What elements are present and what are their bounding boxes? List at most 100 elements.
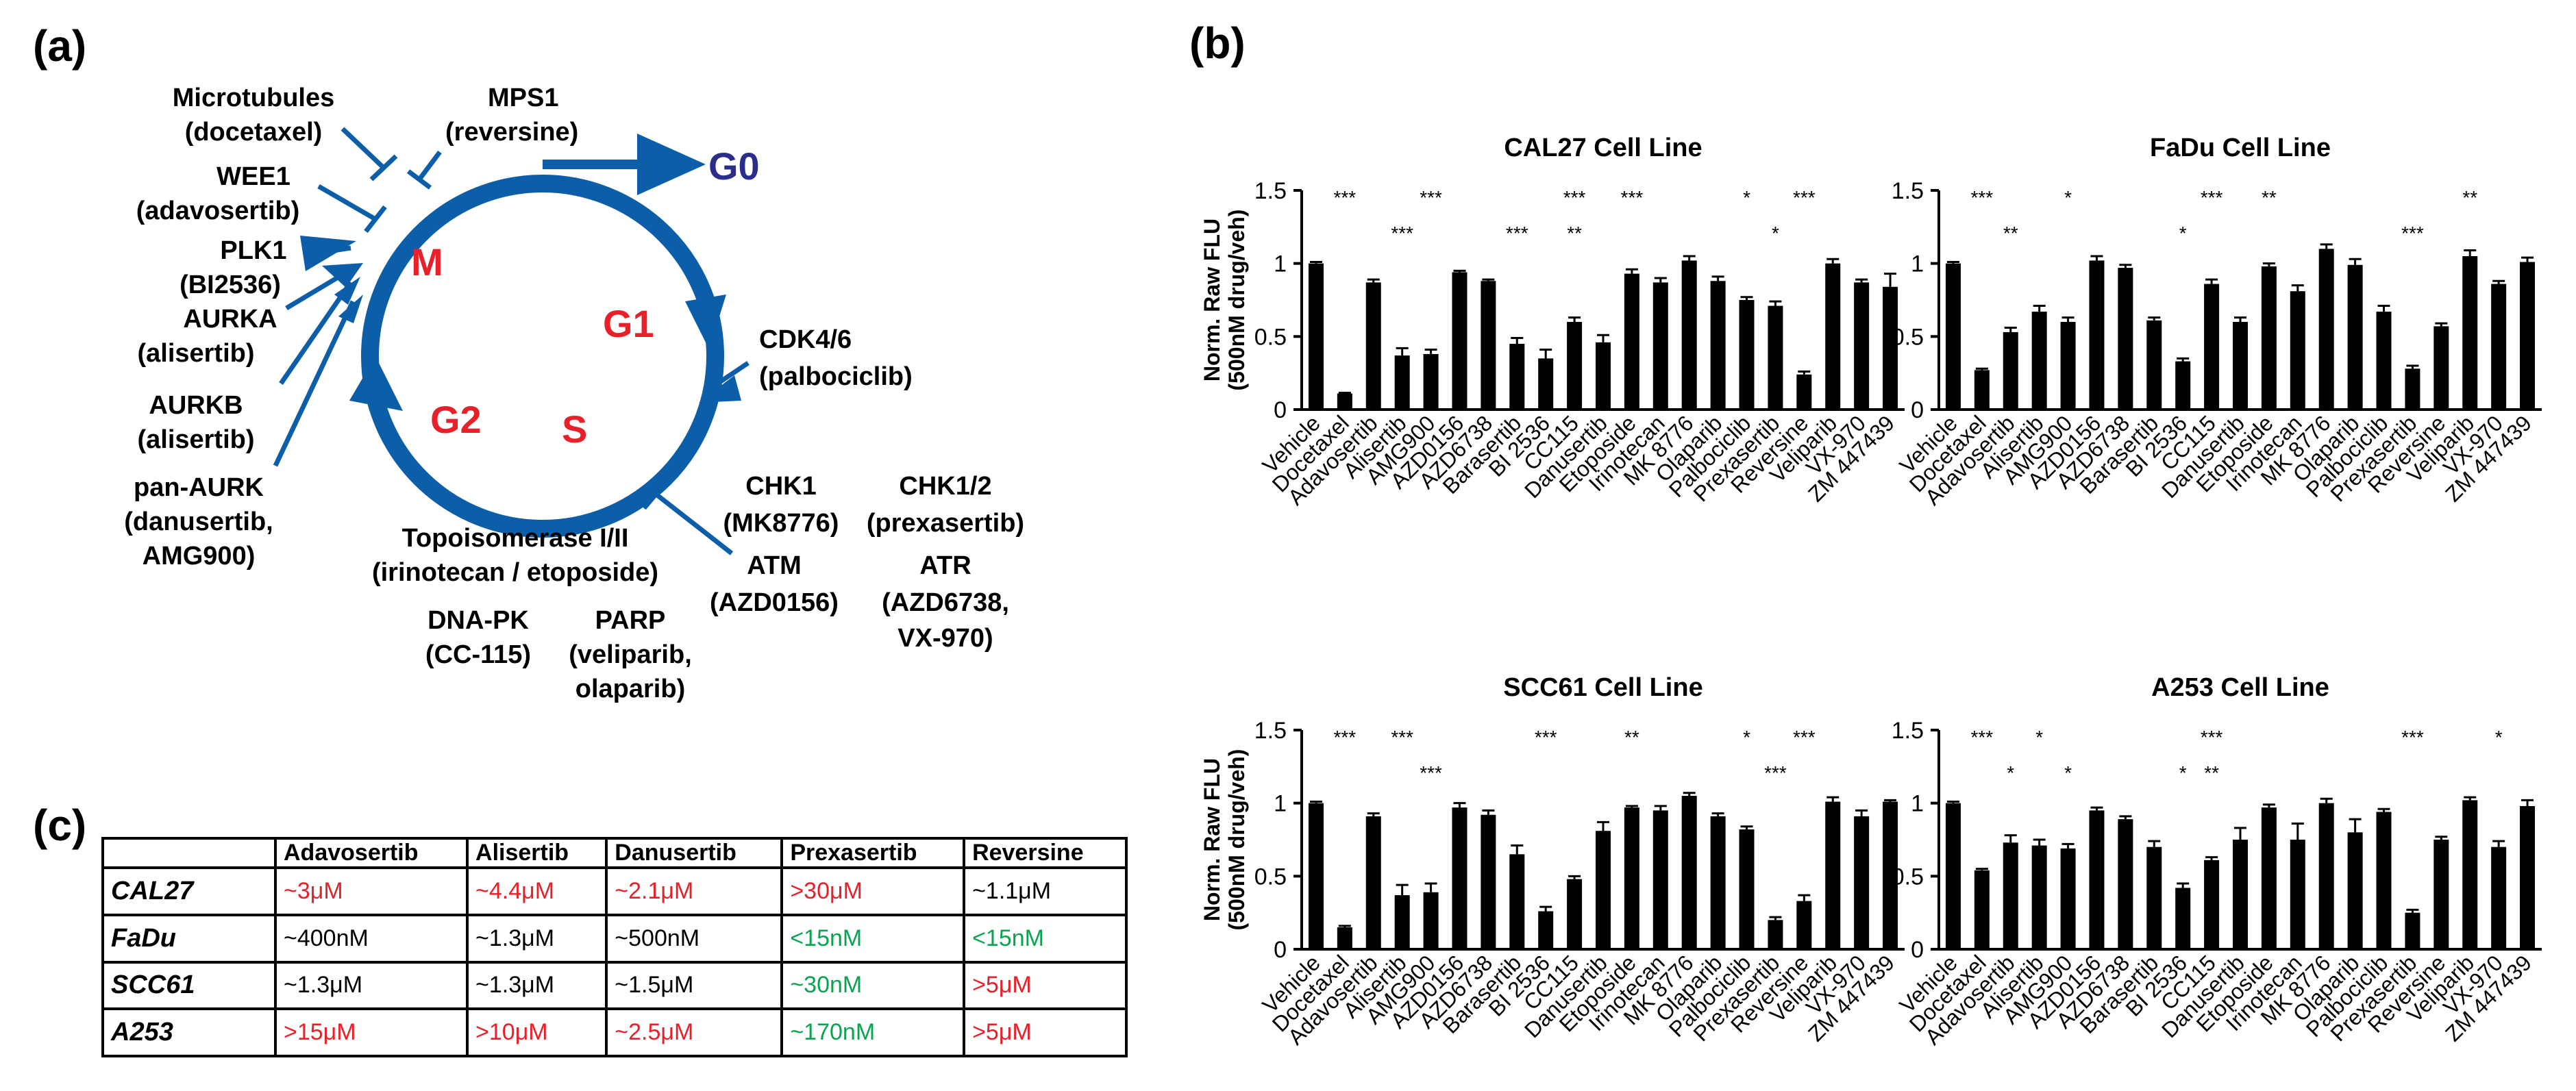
x-tick-label: Palbociclib <box>1664 950 1756 1042</box>
y-tick-label: 1 <box>1911 251 1924 277</box>
significance-label: * <box>2179 762 2187 783</box>
drug-panaurk: (danusertib, <box>124 507 273 536</box>
table-row-cell-line: CAL27 <box>101 866 277 916</box>
bar <box>2491 847 2507 949</box>
bar <box>1596 831 1611 949</box>
x-tick-label: Prexasertib <box>2325 950 2421 1046</box>
significance-label: *** <box>1334 187 1357 208</box>
significance-label: * <box>2064 762 2072 783</box>
bar <box>1452 272 1467 410</box>
inhibitor-panaurk <box>273 300 356 467</box>
y-axis-label-units: (500nM drug/veh) <box>1224 749 1249 931</box>
x-tick-label: MK 8776 <box>2256 410 2336 490</box>
target-plk1: PLK1 <box>220 236 286 265</box>
bar <box>2261 807 2277 949</box>
bar <box>1825 801 1841 949</box>
x-tick-label: AZD6738 <box>2051 950 2134 1033</box>
y-tick-label: 0 <box>1274 397 1287 423</box>
significance-label: *** <box>1971 727 1994 748</box>
x-tick-label: AZD0156 <box>2022 410 2105 493</box>
bar <box>1739 829 1755 949</box>
table-cell-value: ~500nM <box>605 913 784 964</box>
significance-label: *** <box>1793 727 1816 748</box>
x-tick-label: ZM 447439 <box>2440 410 2536 506</box>
significance-label: *** <box>1334 727 1357 748</box>
significance-label: *** <box>2401 727 2424 748</box>
target-aurkb: AURKB <box>149 391 243 420</box>
x-tick-label: Reversine <box>1726 950 1813 1037</box>
significance-label: *** <box>1793 187 1816 208</box>
chart-3: A253 Cell Line00.511.5VehicleDocetaxel**… <box>1892 673 2542 1049</box>
x-tick-label: Veliparib <box>1765 410 1842 487</box>
bar <box>1796 374 1812 410</box>
y-axis-label-units: (500nM drug/veh) <box>1224 210 1249 391</box>
significance-label: *** <box>2401 223 2424 244</box>
y-tick-label: 0 <box>1911 937 1924 963</box>
x-tick-label: AZD0156 <box>1385 410 1468 493</box>
bar <box>1538 358 1554 410</box>
y-tick-label: 1 <box>1274 251 1287 277</box>
target-aurka: AURKA <box>183 305 277 334</box>
table-cell-value: <15nM <box>780 913 966 964</box>
bar <box>1308 803 1324 949</box>
x-tick-label: Palbociclib <box>2301 410 2393 502</box>
chart-title: FaDu Cell Line <box>2150 134 2331 162</box>
table-cell-value: <15nM <box>963 913 1128 964</box>
x-tick-label: Veliparib <box>2402 410 2479 487</box>
table-row: A253 >15μM >10μM ~2.5μM ~170nM >5μM <box>101 1007 1128 1057</box>
significance-label: *** <box>1563 187 1586 208</box>
x-tick-label: AZD6738 <box>1414 950 1497 1033</box>
drug-microtubules: (docetaxel) <box>185 118 323 147</box>
bar <box>2175 361 2191 410</box>
chart-1: FaDu Cell Line00.511.5VehicleDocetaxel**… <box>1892 134 2542 510</box>
x-tick-label: Adavosertib <box>1920 950 2020 1049</box>
bar <box>2204 284 2220 410</box>
bar <box>1538 911 1554 949</box>
bar <box>2003 842 2018 949</box>
y-tick-label: 1 <box>1274 791 1287 817</box>
bar <box>1739 300 1755 410</box>
table-cell-value: >5μM <box>963 1007 1128 1057</box>
significance-label: *** <box>1506 223 1528 244</box>
g2-arrowhead <box>349 356 403 411</box>
x-tick-label: Etoposide <box>2192 950 2278 1036</box>
x-tick-label: Vehicle <box>1894 950 1961 1017</box>
phase-g1: G1 <box>603 302 654 345</box>
bar <box>1854 282 1870 410</box>
drug-cdk46: (palbociclib) <box>759 362 913 391</box>
x-tick-label: Docetaxel <box>1267 950 1354 1036</box>
bar <box>2347 832 2363 949</box>
bar <box>2175 888 2191 949</box>
bar <box>1394 355 1410 410</box>
table-header-danusertib: Danusertib <box>605 837 784 869</box>
x-tick-label: Prexasertib <box>1688 950 1784 1046</box>
bar <box>1481 281 1496 410</box>
panel-label-c: (c) <box>33 801 87 850</box>
target-topo: Topoisomerase I/II <box>402 524 629 553</box>
table-cell-value: ~2.5μM <box>605 1007 784 1057</box>
x-tick-label: ZM 447439 <box>1803 950 1899 1046</box>
x-tick-label: Alisertib <box>1976 950 2048 1023</box>
drug-aurkb: (alisertib) <box>137 425 254 454</box>
x-tick-label: Docetaxel <box>1905 950 1991 1036</box>
panel-label-a: (a) <box>33 21 87 71</box>
target-cdk46: CDK4/6 <box>759 325 852 354</box>
x-tick-label: AZD6738 <box>2051 410 2134 493</box>
phase-m: M <box>411 240 443 284</box>
significance-label: *** <box>1420 762 1442 783</box>
x-tick-label: MK 8776 <box>2256 950 2336 1029</box>
table-cell-value: ~1.3μM <box>273 960 469 1011</box>
inhibitor-mps1 <box>417 150 442 181</box>
phase-g0: G0 <box>708 145 760 188</box>
x-tick-label: Danusertib <box>2157 410 2249 503</box>
x-tick-label: Etoposide <box>1555 950 1641 1036</box>
x-tick-label: Vehicle <box>1894 410 1961 477</box>
significance-label: *** <box>1764 762 1787 783</box>
target-wee1: WEE1 <box>216 162 290 191</box>
bar <box>2089 810 2105 949</box>
bar <box>2233 840 2248 949</box>
target-chk12: CHK1/2 <box>899 472 991 501</box>
significance-label: *** <box>1420 187 1442 208</box>
bar <box>2261 266 2277 410</box>
bar <box>1768 920 1783 949</box>
